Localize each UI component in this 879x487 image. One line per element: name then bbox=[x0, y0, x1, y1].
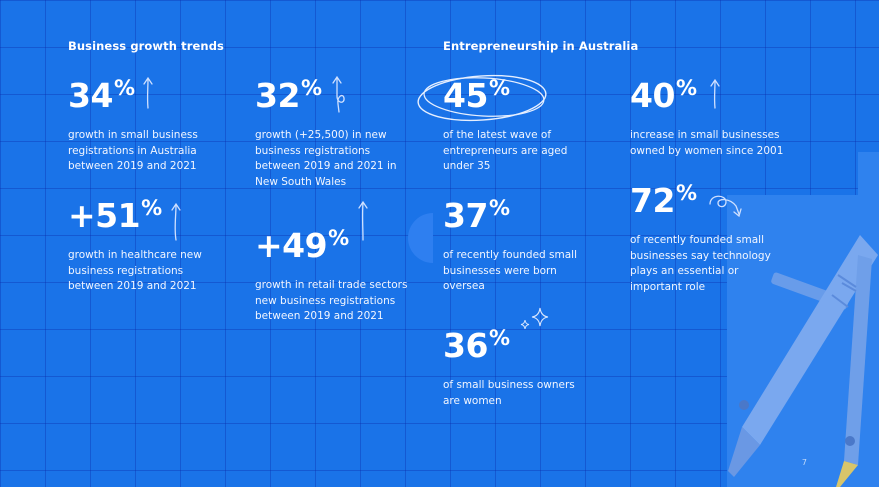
stat-young-entrepreneurs: 45% of the latest wave of entrepreneurs … bbox=[443, 76, 593, 175]
stat-value: +49% bbox=[255, 226, 349, 265]
stat-value: 37% bbox=[443, 196, 510, 235]
section-title-business-growth: Business growth trends bbox=[68, 39, 224, 53]
arrow-up-icon bbox=[143, 76, 153, 109]
stat-value: +51% bbox=[68, 196, 162, 235]
stat-description: of small business owners are women bbox=[443, 379, 575, 407]
stat-value: 45% bbox=[443, 76, 510, 115]
stat-description: of recently founded small businesses say… bbox=[630, 234, 771, 293]
arrow-up-icon bbox=[358, 200, 368, 241]
stat-small-business-growth: 34% growth in small business registratio… bbox=[68, 76, 218, 175]
sparkle-icon bbox=[520, 307, 549, 330]
stat-description: increase in small businesses owned by wo… bbox=[630, 129, 784, 157]
scribble-circle-icon bbox=[417, 74, 547, 122]
stat-description: growth (+25,500) in new business registr… bbox=[255, 129, 397, 188]
stat-value: 36% bbox=[443, 326, 510, 365]
stat-retail-growth: +49% growth in retail trade sectors new … bbox=[255, 226, 410, 325]
arrow-up-icon bbox=[171, 202, 181, 241]
compass-illustration bbox=[728, 235, 878, 487]
light-panel-top bbox=[858, 152, 879, 195]
loop-arrow-icon bbox=[332, 75, 345, 113]
stat-value: 32% bbox=[255, 76, 322, 115]
section-title-entrepreneurship: Entrepreneurship in Australia bbox=[443, 39, 639, 53]
stat-value: 72% bbox=[630, 181, 697, 220]
stat-value: 40% bbox=[630, 76, 697, 115]
stat-description: of the latest wave of entrepreneurs are … bbox=[443, 129, 568, 172]
stat-description: growth in small business registrations i… bbox=[68, 129, 198, 172]
stat-healthcare-growth: +51% growth in healthcare new business r… bbox=[68, 196, 218, 295]
stat-women-owners: 36% of small business owners are women bbox=[443, 326, 593, 409]
stat-description: of recently founded small businesses wer… bbox=[443, 249, 578, 292]
stat-description: growth in healthcare new business regist… bbox=[68, 249, 202, 292]
page-number: 7 bbox=[801, 458, 807, 467]
swirl-arrow-icon bbox=[709, 195, 742, 218]
stat-technology-role: 72% of recently founded small businesses… bbox=[630, 181, 780, 295]
arrow-up-icon bbox=[710, 78, 720, 109]
stat-women-owned-increase: 40% increase in small businesses owned b… bbox=[630, 76, 790, 159]
stat-nsw-growth: 32% growth (+25,500) in new business reg… bbox=[255, 76, 405, 190]
stat-value: 34% bbox=[68, 76, 135, 115]
stat-description: growth in retail trade sectors new busin… bbox=[255, 279, 408, 322]
stat-born-overseas: 37% of recently founded small businesses… bbox=[443, 196, 593, 295]
